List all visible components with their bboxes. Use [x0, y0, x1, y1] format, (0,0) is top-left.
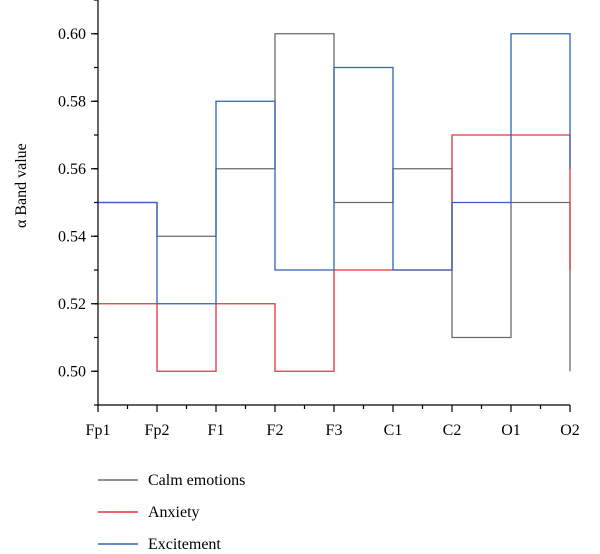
series-layer [98, 33, 571, 372]
x-tick-label: F2 [267, 422, 284, 439]
x-tick-label: O2 [560, 422, 580, 439]
ticks: 0.50 0.52 0.54 0.56 0.58 0.60 Fp1 Fp2 F1 F2 F3 C1 C2… [58, 0, 580, 439]
x-tick-label: O1 [501, 422, 521, 439]
series-line-2 [98, 134, 571, 372]
x-tick-label: F3 [326, 422, 343, 439]
y-tick-label: 0.56 [58, 161, 86, 178]
x-tick-label: Fp1 [86, 422, 111, 439]
y-tick-label: 0.52 [58, 296, 86, 313]
series-line-3 [98, 33, 571, 305]
y-axis-title: α Band value [13, 143, 30, 228]
y-tick-label: 0.60 [58, 26, 86, 43]
y-tick-label: 0.54 [58, 228, 86, 245]
x-tick-label: C2 [443, 422, 462, 439]
legend: Calm emotions Anxiety Excitement [98, 472, 245, 553]
x-tick-label: C1 [384, 422, 403, 439]
legend-label: Excitement [148, 536, 221, 553]
legend-label: Calm emotions [148, 472, 245, 489]
x-tick-label: Fp2 [145, 422, 170, 439]
x-tick-label: F1 [208, 422, 225, 439]
y-tick-label: 0.50 [58, 363, 86, 380]
y-tick-label: 0.58 [58, 93, 86, 110]
legend-label: Anxiety [148, 504, 200, 521]
